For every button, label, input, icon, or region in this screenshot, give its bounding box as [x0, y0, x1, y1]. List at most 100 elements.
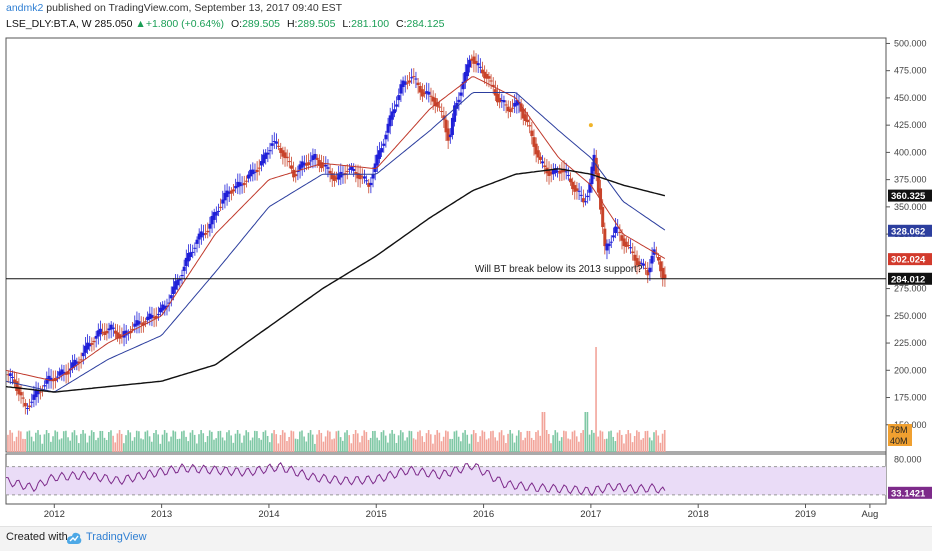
volume-bar: [131, 440, 134, 452]
volume-bar: [608, 431, 610, 452]
candle-body: [204, 233, 208, 235]
volume-bar: [502, 435, 505, 452]
volume-bar: [333, 438, 335, 452]
candle-body: [403, 81, 407, 85]
candle-body: [38, 391, 42, 393]
candle-body: [28, 405, 32, 408]
candle-body: [521, 108, 525, 119]
candle-body: [399, 84, 403, 94]
volume-bar: [372, 431, 374, 452]
volume-bar: [599, 430, 602, 452]
candle-body: [453, 105, 457, 122]
volume-bar: [165, 432, 168, 452]
candle-body: [330, 173, 334, 180]
symbol[interactable]: LSE_DLY:BT.A, W: [6, 18, 92, 30]
candle-body: [530, 130, 534, 137]
candle-body: [504, 104, 508, 106]
candle-body: [320, 162, 324, 169]
rsi-line: [5, 461, 666, 497]
volume-bar: [279, 434, 282, 452]
candle-body: [358, 174, 362, 180]
candle-body: [221, 199, 225, 204]
candle-body: [573, 185, 577, 192]
volume-bar: [281, 430, 284, 452]
candle-body: [32, 394, 36, 400]
volume-bar: [275, 434, 278, 452]
volume-bar: [410, 431, 413, 452]
candle-body: [536, 150, 540, 158]
publish-text: published on TradingView.com, September …: [46, 2, 343, 14]
volume-bar: [554, 430, 557, 452]
volume-bar: [215, 438, 217, 452]
candle-body: [614, 226, 618, 234]
candle-body: [182, 266, 186, 271]
tradingview-brand[interactable]: TradingView: [86, 531, 147, 543]
candle-body: [416, 82, 420, 86]
price-label-bg: [888, 272, 932, 285]
x-tick-label: 2016: [473, 509, 494, 520]
candle-body: [249, 169, 253, 177]
volume-bar: [251, 437, 254, 452]
candle-body: [388, 115, 392, 127]
volume-bar: [28, 430, 31, 452]
candle-body: [528, 125, 532, 127]
volume-bar: [565, 431, 567, 452]
candle-body: [251, 169, 255, 175]
volume-bar: [264, 430, 267, 452]
author-link[interactable]: andmk2: [6, 2, 44, 14]
candle-body: [116, 332, 120, 339]
volume-bar: [417, 431, 419, 452]
price-chart[interactable]: 500.000 475.000 450.000 425.000 400.000 375.0…: [0, 0, 932, 526]
candle-body: [105, 330, 109, 334]
volume-bar: [11, 432, 14, 452]
volume-bar: [655, 430, 657, 452]
candle-body: [605, 243, 609, 251]
candle-body: [167, 302, 171, 304]
candle-body: [21, 397, 25, 399]
candle-body: [427, 91, 431, 95]
volume-bar: [329, 431, 331, 452]
volume-bar: [290, 430, 293, 452]
candle-body: [277, 145, 281, 147]
candle-body: [77, 361, 81, 364]
volume-bar: [414, 439, 417, 452]
candle-body: [240, 184, 244, 186]
volume-bar: [213, 439, 215, 452]
price-change: +1.800 (+0.64%): [145, 18, 225, 30]
candle-body: [465, 64, 469, 77]
volume-bar: [311, 434, 314, 452]
candle-body: [414, 78, 418, 80]
tradingview-logo-icon[interactable]: [66, 531, 82, 545]
volume-bar: [419, 430, 421, 452]
candle-body: [223, 192, 227, 201]
candle-body: [88, 343, 92, 347]
volume-bar: [13, 441, 16, 452]
volume-bar: [567, 438, 569, 452]
candle-body: [581, 198, 585, 203]
volume-bar: [15, 436, 18, 452]
candle-body: [650, 255, 654, 264]
candle-body: [637, 261, 641, 266]
volume-bar: [168, 441, 170, 452]
candle-body: [354, 172, 358, 175]
volume-bar: [155, 430, 157, 452]
volume-bar: [593, 432, 595, 452]
candle-body: [56, 376, 60, 378]
candle-body: [34, 389, 38, 398]
ticker-line: LSE_DLY:BT.A, W 285.050 ▲+1.800 (+0.64%)…: [6, 18, 444, 30]
volume-bar: [133, 437, 136, 452]
volume-bar: [191, 430, 194, 452]
candle-body: [6, 374, 10, 376]
candle-body: [461, 81, 465, 90]
candle-body: [98, 328, 102, 335]
volume-bar: [661, 433, 664, 452]
volume-label-text: 78M: [890, 425, 908, 435]
volume-bar: [288, 436, 290, 452]
candle-body: [253, 171, 257, 173]
volume-bar: [146, 430, 149, 452]
candle-body: [644, 267, 648, 269]
marker-dot: [588, 123, 593, 128]
candle-body: [45, 378, 49, 384]
volume-bar: [653, 432, 655, 452]
volume-bar: [569, 439, 572, 452]
